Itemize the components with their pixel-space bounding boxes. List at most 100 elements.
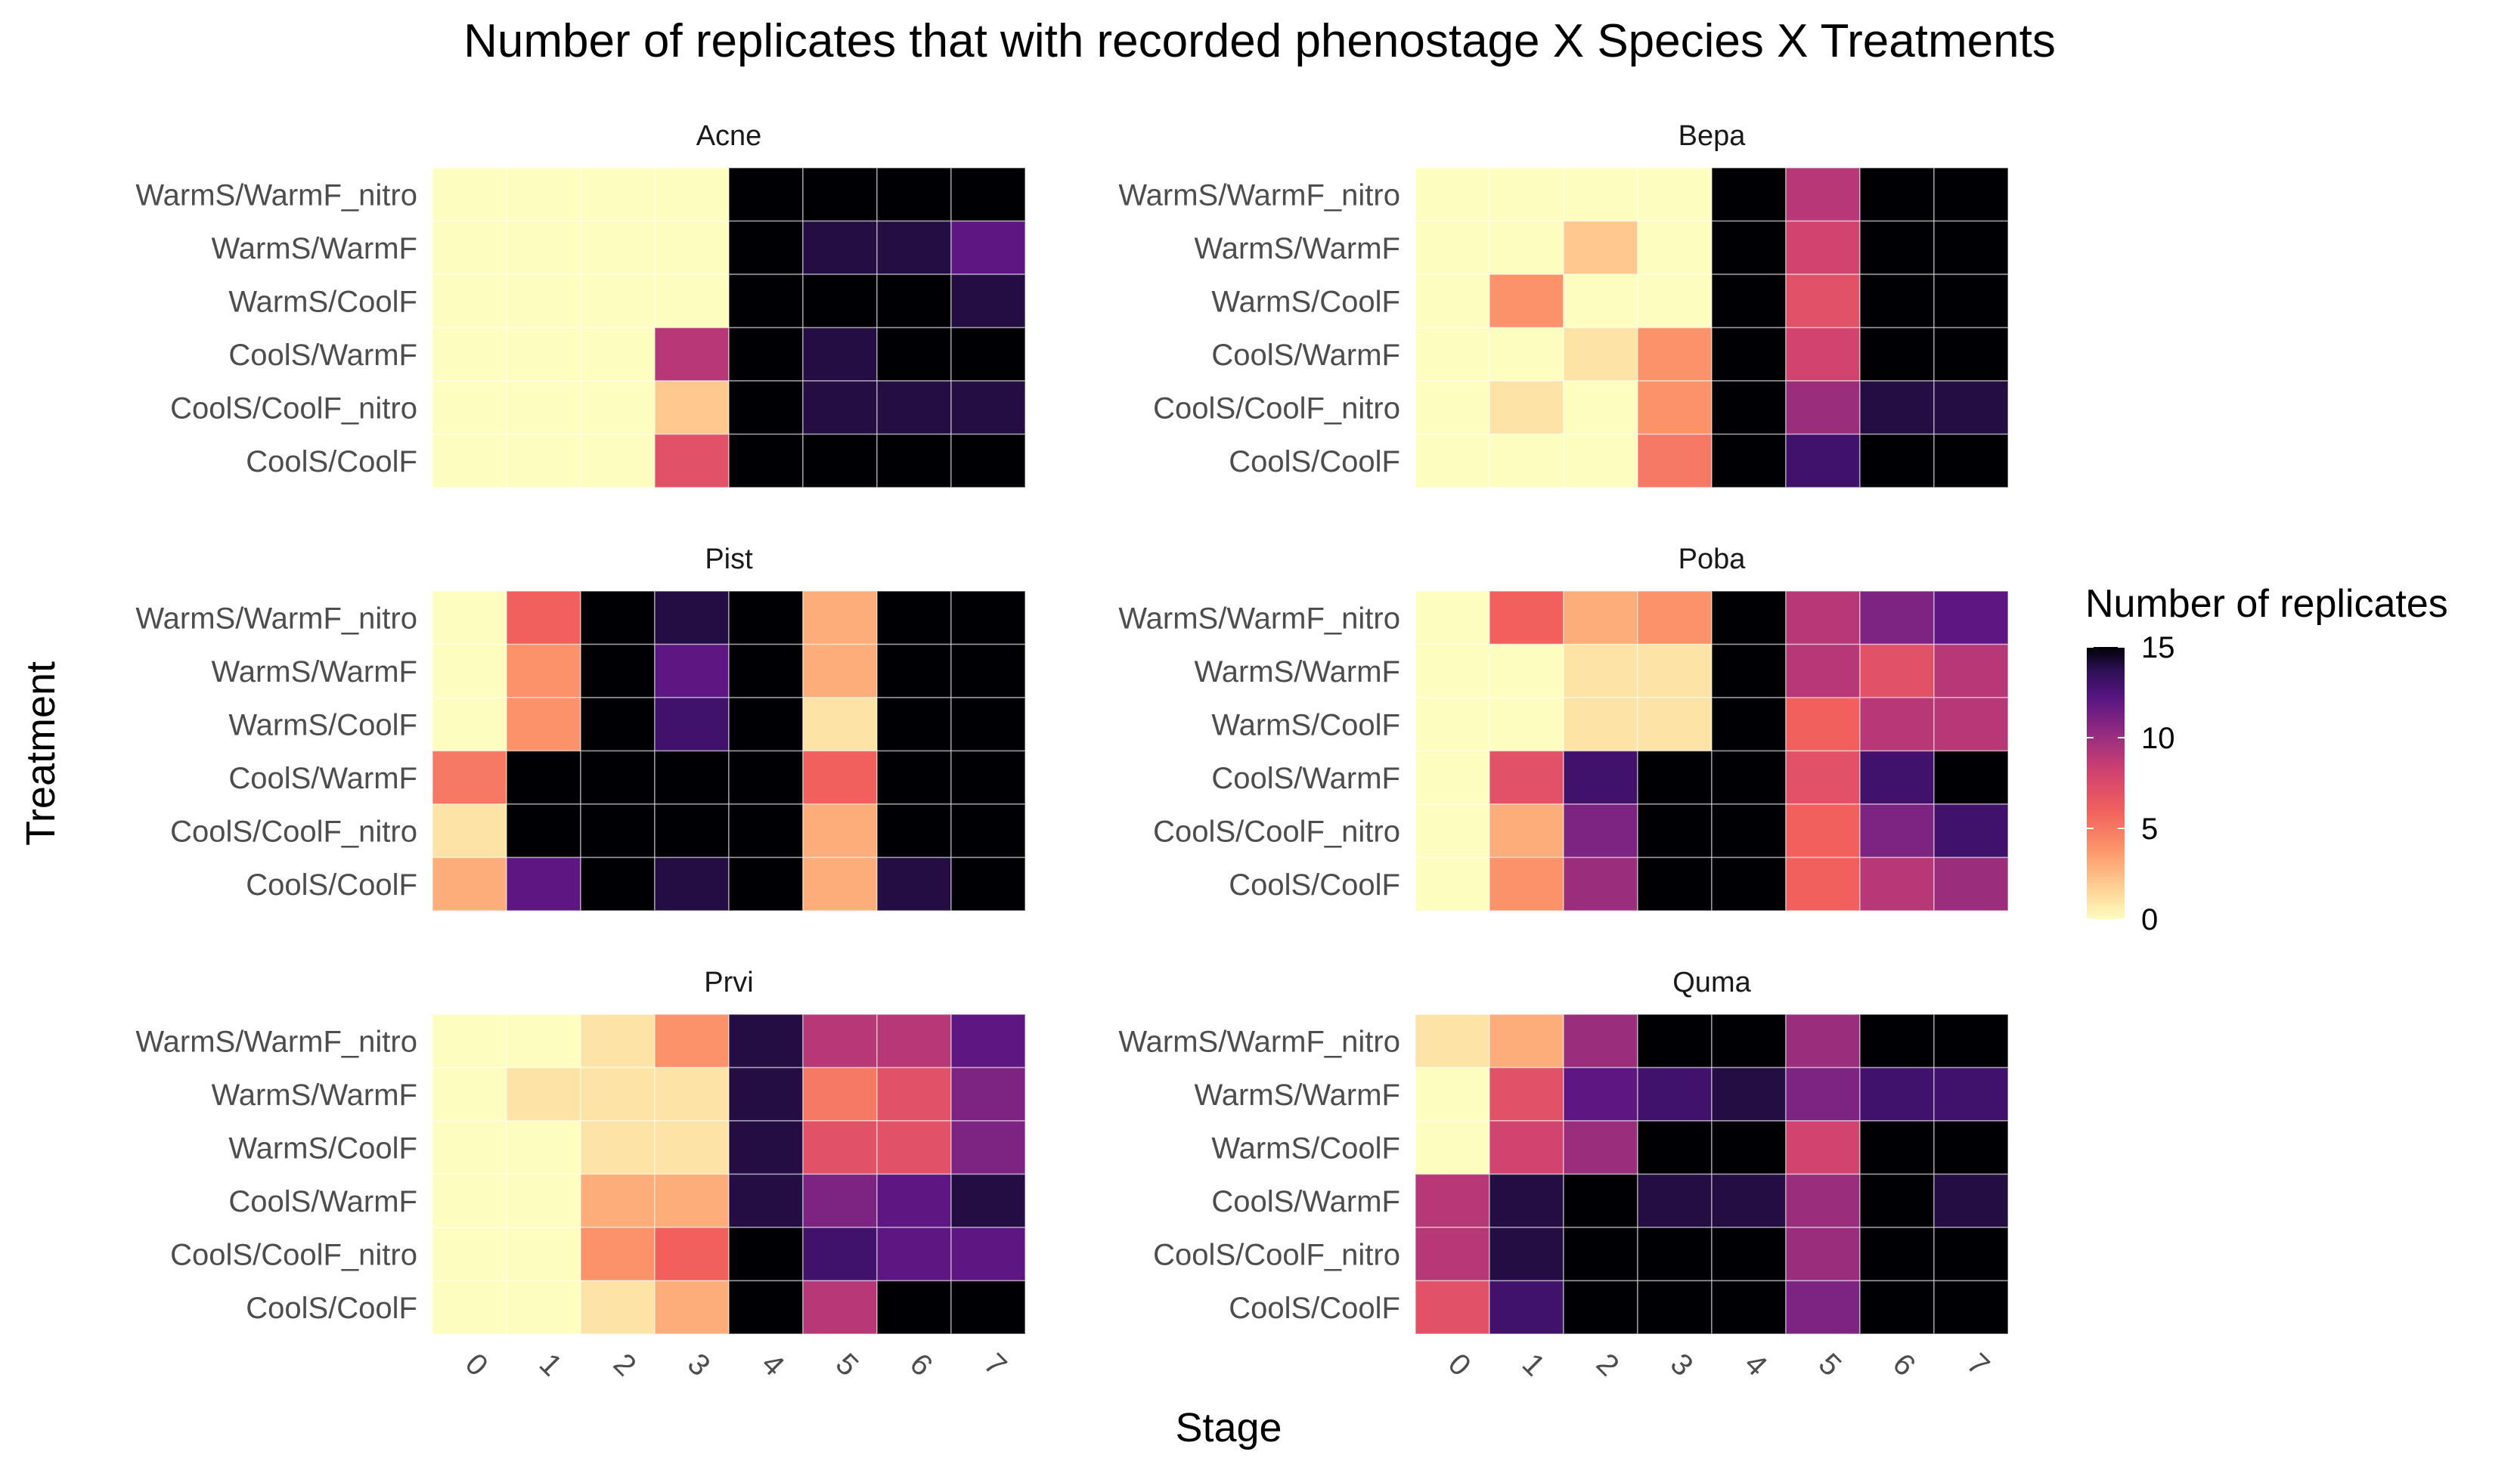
heatmap-cell xyxy=(1489,327,1564,382)
heatmap-cell xyxy=(1415,1280,1490,1335)
heatmap-cell xyxy=(1637,433,1713,488)
heatmap-cell xyxy=(1563,167,1638,222)
heatmap-cell xyxy=(1415,327,1490,382)
heatmap-cell xyxy=(802,274,878,329)
heatmap-cell xyxy=(432,380,507,435)
heatmap-cell xyxy=(1563,433,1638,488)
facet-panels: Acne WarmS/WarmF_nitro WarmS/WarmF WarmS/Co… xyxy=(135,120,2009,1382)
heatmap-cell xyxy=(1415,590,1490,645)
y-tick-label: WarmS/WarmF_nitro xyxy=(1118,1025,1400,1058)
heatmap-cell xyxy=(432,643,507,698)
heatmap-cell xyxy=(1859,750,1935,805)
heatmap-cell xyxy=(1785,643,1861,698)
heatmap-cell xyxy=(506,1120,581,1175)
y-tick-label: WarmS/CoolF xyxy=(1211,1131,1400,1165)
heatmap-cell xyxy=(1711,803,1787,859)
heatmap-cell xyxy=(802,1014,878,1069)
heatmap-cell xyxy=(654,167,730,222)
heatmap-cell xyxy=(1711,697,1787,752)
heatmap-cell xyxy=(1415,1173,1490,1228)
heatmap-cell xyxy=(728,1280,804,1335)
heatmap-cell xyxy=(1563,803,1638,859)
heatmap-cell xyxy=(1563,697,1638,752)
heatmap-cell xyxy=(432,433,507,488)
heatmap-cell xyxy=(1859,1280,1935,1335)
heatmap-cell xyxy=(1489,856,1564,912)
heatmap-cell xyxy=(1859,327,1935,382)
heatmap-cell xyxy=(580,1227,656,1282)
heatmap-cell xyxy=(1785,1120,1861,1175)
heatmap-cell xyxy=(506,697,581,752)
y-tick-label: WarmS/CoolF xyxy=(1211,285,1400,318)
x-tick-label: 3 xyxy=(681,1347,717,1382)
heatmap-cell xyxy=(580,590,656,645)
heatmap-cell xyxy=(1415,1227,1490,1282)
heatmap-cell xyxy=(506,1280,581,1335)
heatmap-cell xyxy=(1563,1227,1638,1282)
heatmap-cell xyxy=(728,274,804,329)
heatmap-cell xyxy=(506,1227,581,1282)
heatmap-cell xyxy=(728,590,804,645)
color-legend: Number of replicates 0 5 10 15 xyxy=(2085,582,2448,936)
heatmap-cell xyxy=(876,1280,952,1335)
heatmap-cell xyxy=(1489,590,1564,645)
y-tick-label: CoolS/CoolF_nitro xyxy=(1153,392,1400,425)
heatmap-cell xyxy=(1563,750,1638,805)
legend-title: Number of replicates xyxy=(2085,582,2448,626)
heatmap-cell xyxy=(950,643,1026,698)
heatmap-cell xyxy=(432,1227,507,1282)
x-tick-label: 0 xyxy=(1442,1347,1477,1382)
heatmap-cell xyxy=(1785,274,1861,329)
heatmap-cell xyxy=(432,274,507,329)
heatmap-cell xyxy=(876,590,952,645)
heatmap-cell xyxy=(1859,1120,1935,1175)
heatmap-cell xyxy=(1637,750,1713,805)
heatmap-cell xyxy=(728,1173,804,1228)
heatmap-cell xyxy=(728,167,804,222)
heatmap-cell xyxy=(1415,856,1490,912)
y-tick-label: WarmS/WarmF xyxy=(1194,1079,1400,1112)
heatmap-cell xyxy=(728,750,804,805)
heatmap-cell xyxy=(802,1066,878,1122)
heatmap-cell xyxy=(1933,1280,2009,1335)
heatmap-cell xyxy=(432,856,507,912)
heatmap-cell xyxy=(1785,433,1861,488)
heatmap-cell xyxy=(654,1066,730,1122)
heatmap-cell xyxy=(1563,274,1638,329)
chart-title: Number of replicates that with recorded … xyxy=(463,15,2056,67)
heatmap-cell xyxy=(950,856,1026,912)
heatmap-cell xyxy=(728,1120,804,1175)
heatmap-cell xyxy=(1489,643,1564,698)
heatmap-cell xyxy=(1489,697,1564,752)
heatmap-cell xyxy=(432,1173,507,1228)
heatmap-cell xyxy=(506,1014,581,1069)
heatmap-cell xyxy=(802,750,878,805)
heatmap-cell xyxy=(802,1227,878,1282)
y-tick-label: CoolS/CoolF xyxy=(246,868,417,902)
heatmap-cell xyxy=(728,1014,804,1069)
heatmap-cell xyxy=(1637,856,1713,912)
legend-tick-label: 5 xyxy=(2141,813,2158,846)
heatmap-cell xyxy=(1711,327,1787,382)
heatmap-cell xyxy=(802,1280,878,1335)
heatmap-cell xyxy=(1415,274,1490,329)
x-tick-label: 6 xyxy=(904,1347,939,1382)
heatmap-cell xyxy=(1711,433,1787,488)
x-tick-label: 1 xyxy=(1516,1347,1551,1382)
y-tick-label: WarmS/WarmF xyxy=(1194,655,1400,689)
heatmap-cell xyxy=(876,433,952,488)
heatmap-cell xyxy=(580,1173,656,1228)
heatmap-cell xyxy=(876,643,952,698)
heatmap-cell xyxy=(1859,1173,1935,1228)
heatmap-cell xyxy=(432,167,507,222)
heatmap-cell xyxy=(1711,220,1787,275)
heatmap-cell xyxy=(654,274,730,329)
heatmap-cell xyxy=(1489,1066,1564,1122)
facet-pist: Pist WarmS/WarmF_nitro WarmS/WarmF WarmS/Co… xyxy=(135,543,1026,912)
y-tick-label: CoolS/WarmF xyxy=(228,1185,417,1218)
heatmap-cell xyxy=(876,1227,952,1282)
heatmap-cell xyxy=(1415,220,1490,275)
heatmap-cell xyxy=(1415,433,1490,488)
heatmap-cell xyxy=(1711,856,1787,912)
heatmap-cell xyxy=(1637,274,1713,329)
